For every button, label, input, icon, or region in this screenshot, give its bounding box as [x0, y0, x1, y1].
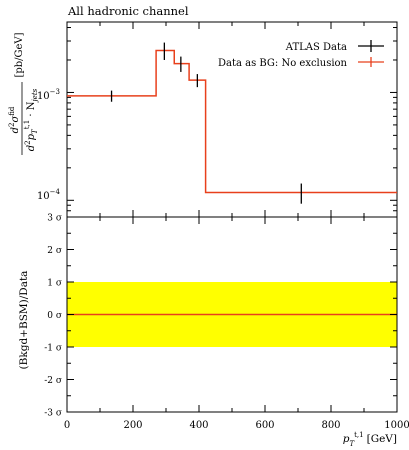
- xtick-label: 1000: [384, 420, 409, 431]
- lower-ytick-labels: 3 σ 2 σ 1 σ 0 σ -1 σ -2 σ -3 σ: [44, 214, 62, 419]
- model-histogram: [67, 49, 397, 194]
- upper-axis-ticks: [66, 22, 398, 218]
- upper-frame: [66, 21, 398, 218]
- lower-ylabel: (Bkgd+BSM)/Data: [18, 271, 30, 370]
- lower-ytick-label: 0 σ: [47, 311, 62, 321]
- lower-ytick-label: 2 σ: [47, 246, 62, 256]
- upper-ylabel: d2σfid d2pTt,1 · Njets: [8, 82, 39, 155]
- xtick-label: 200: [123, 420, 142, 431]
- lower-ytick-label: 1 σ: [47, 279, 62, 289]
- xtick-label: 400: [189, 420, 208, 431]
- upper-ylabel-unit: [pb/GeV]: [14, 32, 25, 77]
- data-points: [110, 42, 302, 204]
- xtick-label: 800: [321, 420, 340, 431]
- xtick-labels: 0 200 400 600 800 1000: [64, 420, 409, 431]
- xtick-label: 0: [64, 420, 70, 431]
- legend-label-model: Data as BG: No exclusion: [218, 58, 348, 69]
- xtick-label: 600: [255, 420, 274, 431]
- model-step-line: [67, 49, 397, 194]
- lower-plot-area: 3 σ 2 σ 1 σ 0 σ -1 σ -2 σ -3 σ (Bkgd+BSM)/Data…: [18, 214, 409, 449]
- lower-ytick-label: -2 σ: [44, 376, 62, 386]
- lower-ytick-label: 3 σ: [47, 214, 62, 224]
- lower-axis-ticks: [66, 216, 398, 413]
- upper-ylabel-numerator: d2σfid: [8, 106, 21, 133]
- lower-ytick-label: -3 σ: [44, 409, 62, 419]
- lower-ytick-label: -1 σ: [44, 344, 62, 354]
- legend: ATLAS Data Data as BG: No exclusion: [218, 40, 384, 69]
- xlabel: pTt,1 [GeV]: [343, 431, 397, 448]
- upper-ytick-label-1e-3: 10−3: [37, 88, 60, 102]
- upper-plot-area: 10−3 10−4 ATLAS Data Data as BG: No excl…: [8, 21, 398, 218]
- upper-ylabel-denominator: d2pTt,1 · Njets: [23, 88, 39, 151]
- chart-title: All hadronic channel: [67, 4, 189, 18]
- upper-ytick-label-1e-4: 10−4: [37, 188, 61, 202]
- legend-label-data: ATLAS Data: [285, 42, 347, 53]
